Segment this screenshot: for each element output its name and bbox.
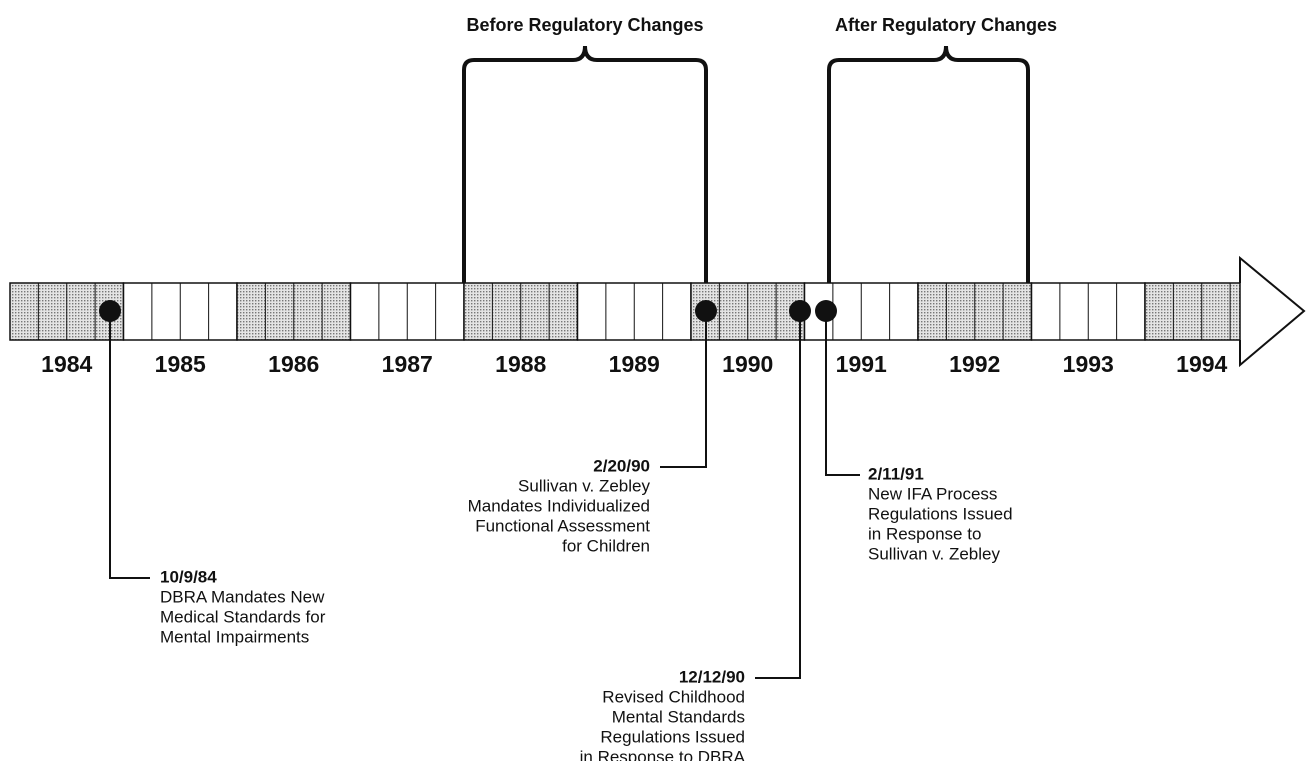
year-label: 1986	[268, 351, 319, 377]
event-text: Sullivan v. Zebley	[518, 476, 650, 495]
event-text: Sullivan v. Zebley	[868, 544, 1000, 563]
event-text: Revised Childhood	[602, 687, 745, 706]
year-label: 1987	[382, 351, 433, 377]
event-dot	[695, 300, 717, 322]
event-text: DBRA Mandates New	[160, 587, 325, 606]
event-text: Mental Standards	[612, 707, 745, 726]
event-text: Functional Assessment	[475, 516, 650, 535]
period-brace	[827, 45, 1030, 283]
period-label: After Regulatory Changes	[835, 15, 1057, 35]
event-text: in Response to	[868, 524, 981, 543]
period-label: Before Regulatory Changes	[466, 15, 703, 35]
year-label: 1992	[949, 351, 1000, 377]
year-label: 1993	[1063, 351, 1114, 377]
event-text: Mental Impairments	[160, 627, 309, 646]
leader-line	[109, 311, 150, 579]
event-text: New IFA Process	[868, 484, 997, 503]
year-label: 1991	[836, 351, 887, 377]
leader-line	[660, 311, 707, 468]
event-dot	[815, 300, 837, 322]
year-label: 1988	[495, 351, 546, 377]
event-text: Regulations Issued	[600, 727, 745, 746]
event-date: 2/11/91	[868, 464, 924, 483]
year-label: 1984	[41, 351, 92, 377]
leader-line	[825, 311, 860, 476]
period-brace	[462, 45, 708, 283]
event-date: 12/12/90	[679, 667, 745, 686]
event-dot	[99, 300, 121, 322]
leader-line	[755, 311, 801, 679]
event-date: 10/9/84	[160, 567, 217, 586]
year-label: 1985	[155, 351, 206, 377]
event-text: for Children	[562, 536, 650, 555]
year-label: 1990	[722, 351, 773, 377]
year-label: 1989	[609, 351, 660, 377]
event-date: 2/20/90	[593, 456, 650, 475]
event-text: in Response to DBRA	[580, 747, 746, 761]
year-label: 1994	[1176, 351, 1227, 377]
event-text: Mandates Individualized	[468, 496, 650, 515]
arrow-head	[1239, 255, 1306, 368]
event-text: Medical Standards for	[160, 607, 326, 626]
year-band	[1144, 282, 1241, 341]
event-dot	[789, 300, 811, 322]
event-text: Regulations Issued	[868, 504, 1013, 523]
